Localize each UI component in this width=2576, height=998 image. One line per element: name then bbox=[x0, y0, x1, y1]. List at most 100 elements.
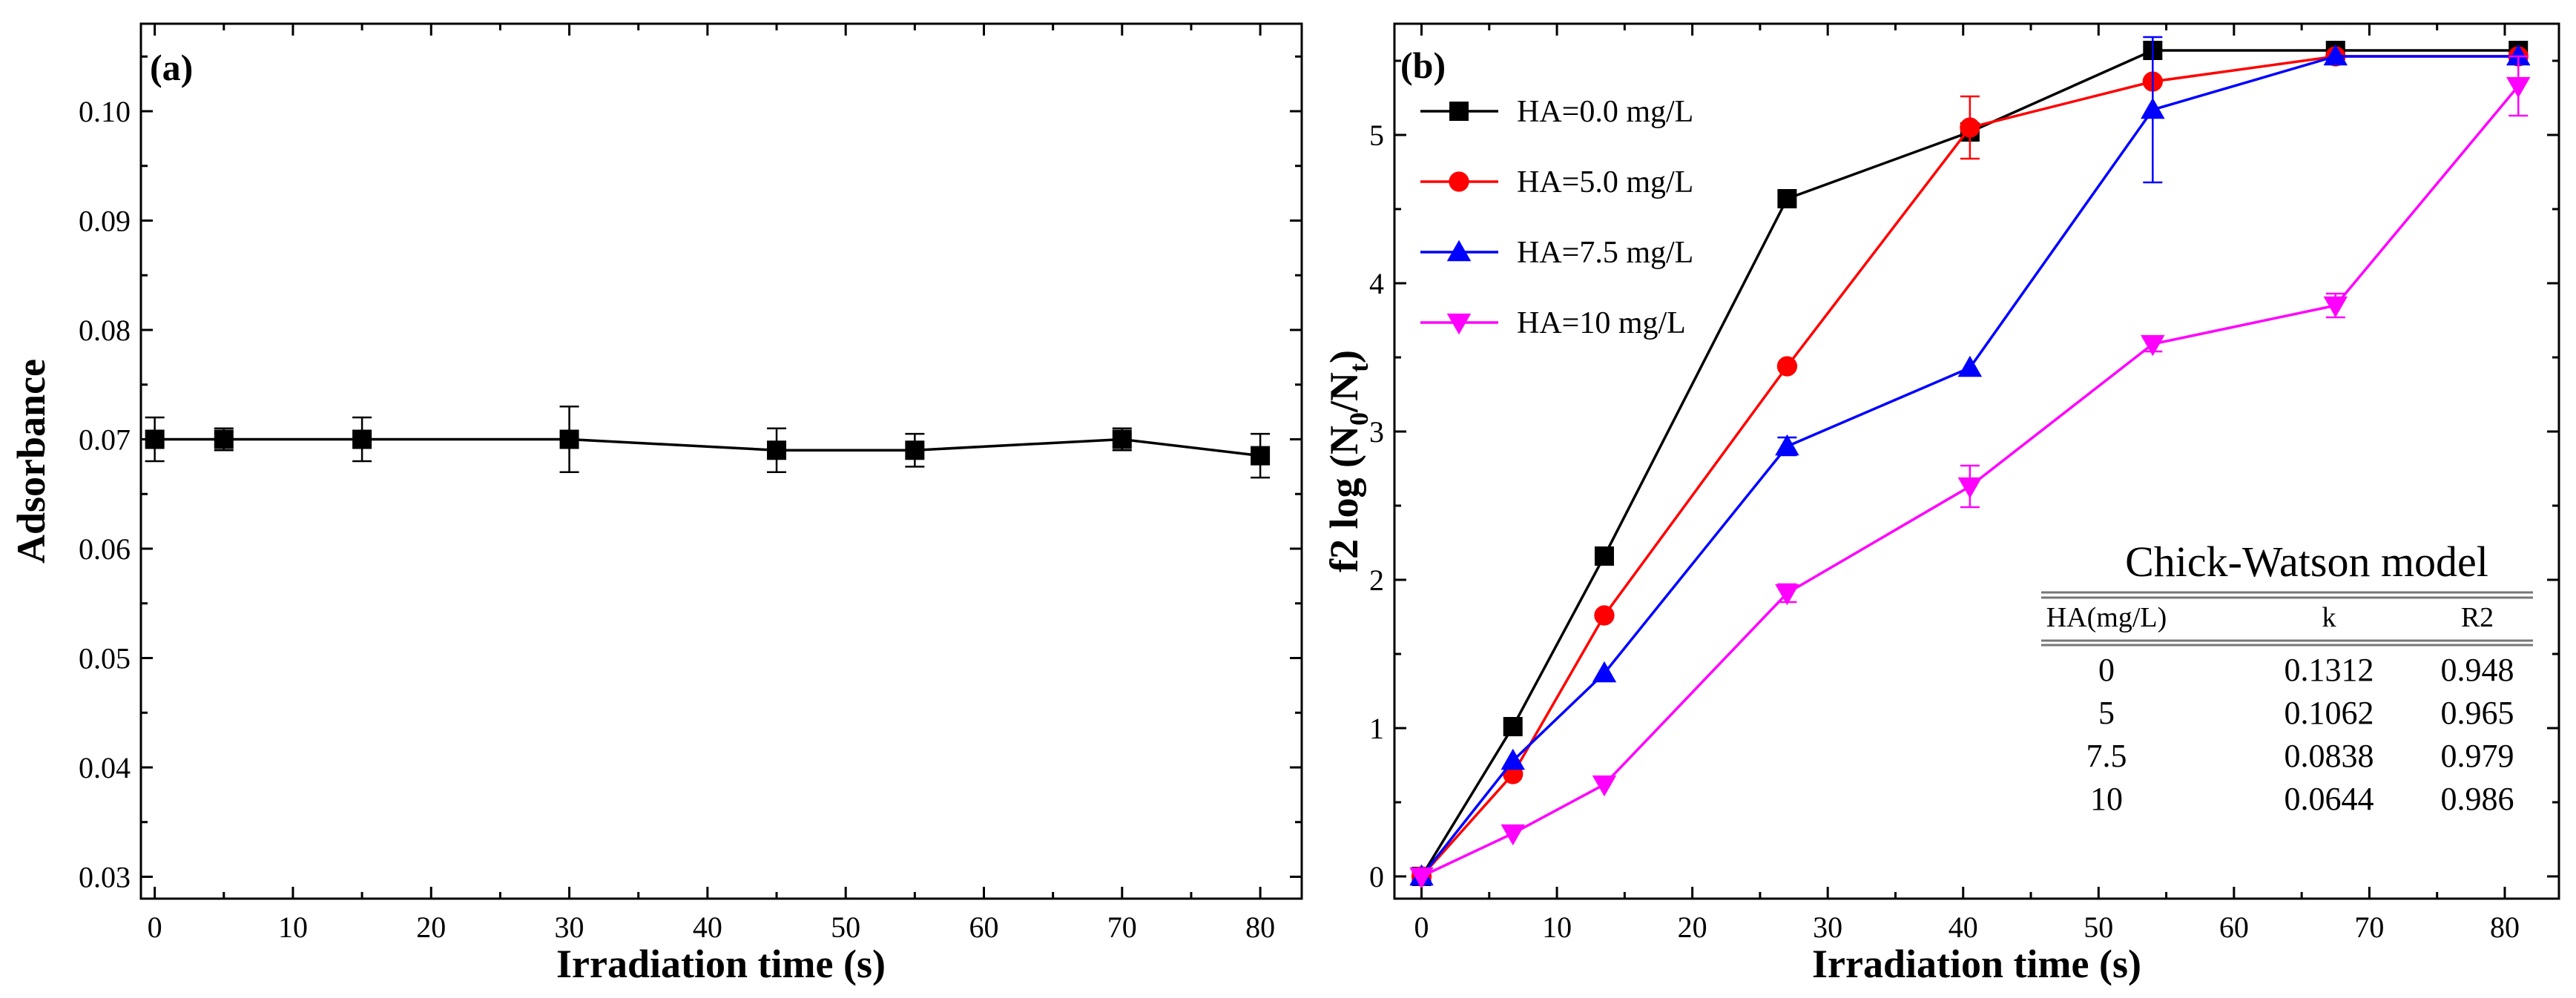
y-tick-label: 3 bbox=[1369, 415, 1384, 449]
table-cell: 0 bbox=[2098, 652, 2115, 688]
data-point bbox=[905, 440, 925, 460]
data-point bbox=[1776, 356, 1798, 377]
series-adsorbance bbox=[145, 406, 1271, 479]
legend-label: HA=7.5 mg/L bbox=[1517, 236, 1693, 270]
data-point bbox=[1957, 355, 1983, 377]
panel-a-label: (a) bbox=[150, 47, 193, 88]
data-point bbox=[1960, 117, 1980, 138]
legend-label: HA=10 mg/L bbox=[1517, 306, 1686, 340]
ylabel-sub-0: 0 bbox=[1344, 412, 1374, 426]
table-cell: 7.5 bbox=[2086, 738, 2127, 774]
data-point bbox=[1503, 717, 1523, 736]
panel-a-frame bbox=[139, 22, 1303, 900]
panel-a-y-axis-label: Adsorbance bbox=[9, 359, 53, 564]
legend-label: HA=0.0 mg/L bbox=[1517, 95, 1693, 129]
panel-b-y-axis-label: f2 log (N0/Nt) bbox=[1322, 350, 1374, 572]
y-tick-label: 0 bbox=[1369, 860, 1384, 893]
x-tick-label: 20 bbox=[416, 911, 446, 944]
table-title: Chick-Watson model bbox=[2125, 538, 2488, 586]
data-point bbox=[1592, 661, 1617, 683]
x-tick-label: 0 bbox=[148, 911, 162, 944]
data-point bbox=[2141, 334, 2165, 357]
x-tick-label: 40 bbox=[693, 911, 722, 944]
data-point bbox=[1957, 477, 1983, 499]
legend-marker bbox=[1446, 313, 1472, 335]
y-tick-label: 0.03 bbox=[79, 861, 131, 894]
y-tick-label: 0.06 bbox=[79, 532, 131, 566]
legend-item-ha-7-5-mg-l: HA=7.5 mg/L bbox=[1420, 236, 1693, 270]
x-tick-label: 70 bbox=[1107, 911, 1137, 944]
panel-a-series bbox=[145, 406, 1271, 479]
table-cell: 0.979 bbox=[2441, 738, 2514, 774]
legend-item-ha-5-0-mg-l: HA=5.0 mg/L bbox=[1420, 165, 1693, 199]
data-point bbox=[1775, 584, 1799, 606]
table-cell: 0.1312 bbox=[2285, 652, 2374, 688]
data-point bbox=[214, 429, 234, 449]
data-point bbox=[767, 440, 787, 460]
y-tick-label: 0.07 bbox=[79, 423, 131, 457]
series-line bbox=[154, 437, 1261, 457]
table-row: 0 0.1312 0.948 bbox=[2098, 652, 2514, 688]
x-tick-label: 20 bbox=[1678, 911, 1707, 944]
data-point bbox=[1594, 546, 1614, 566]
panel-b-frame bbox=[1393, 22, 2560, 900]
table-row: 7.5 0.0838 0.979 bbox=[2086, 738, 2514, 774]
data-point bbox=[2141, 97, 2165, 119]
panel-b-series bbox=[1409, 36, 2531, 889]
series-line bbox=[1420, 85, 2520, 878]
x-tick-label: 30 bbox=[555, 911, 584, 944]
legend-item-ha-0-0-mg-l: HA=0.0 mg/L bbox=[1420, 95, 1693, 129]
panel-a-y-ticks: 0.03 0.04 0.05 0.06 0.07 0.08 0.09 0.10 bbox=[79, 55, 1302, 894]
panel-b-x-axis-label: Irradiation time (s) bbox=[1812, 942, 2141, 986]
ylabel-sub-t: t bbox=[1344, 363, 1374, 372]
data-point bbox=[2323, 296, 2348, 318]
data-point bbox=[145, 429, 165, 449]
data-point bbox=[559, 429, 579, 449]
table-cell: 5 bbox=[2098, 695, 2115, 731]
table-row: 10 0.0644 0.986 bbox=[2090, 781, 2514, 817]
data-point bbox=[1501, 824, 1525, 846]
y-tick-label: 2 bbox=[1369, 564, 1384, 597]
table-header-k: k bbox=[2322, 602, 2336, 633]
chick-watson-table: Chick-Watson model HA(mg/L) k R2 0 0.1312… bbox=[2041, 538, 2533, 817]
legend-item-ha-10-mg-l: HA=10 mg/L bbox=[1420, 306, 1686, 340]
table-cell: 10 bbox=[2090, 781, 2123, 817]
panel-a-x-axis-label: Irradiation time (s) bbox=[556, 942, 886, 986]
table-cell: 0.0644 bbox=[2285, 781, 2374, 817]
ylabel-mid: /N bbox=[1322, 372, 1366, 413]
data-point bbox=[1592, 775, 1617, 797]
x-tick-label: 0 bbox=[1414, 911, 1429, 944]
legend-marker bbox=[1449, 102, 1469, 121]
x-tick-label: 40 bbox=[1949, 911, 1978, 944]
y-tick-label: 5 bbox=[1369, 119, 1384, 152]
panel-b-y-ticks: 0 1 2 3 4 5 bbox=[1369, 59, 2559, 893]
x-tick-label: 50 bbox=[831, 911, 860, 944]
y-tick-label: 1 bbox=[1369, 712, 1384, 745]
table-body: 0 0.1312 0.948 5 0.1062 0.965 7.5 0.0838 0.979 10… bbox=[2086, 652, 2514, 817]
legend-label: HA=5.0 mg/L bbox=[1517, 165, 1693, 199]
table-cell: 0.1062 bbox=[2285, 695, 2374, 731]
series-line bbox=[1420, 49, 2519, 877]
x-tick-label: 80 bbox=[1245, 911, 1275, 944]
table-cell: 0.965 bbox=[2441, 695, 2514, 731]
data-point bbox=[1112, 429, 1132, 449]
x-tick-label: 60 bbox=[969, 911, 998, 944]
panel-b-label: (b) bbox=[1400, 44, 1446, 86]
series-line bbox=[1420, 55, 2519, 878]
table-header-r2: R2 bbox=[2461, 602, 2494, 633]
x-tick-label: 70 bbox=[2354, 911, 2384, 944]
table-cell: 0.0838 bbox=[2285, 738, 2374, 774]
panel-b-x-ticks: 0 10 20 30 40 50 60 70 80 bbox=[1414, 24, 2520, 944]
table-cell: 0.986 bbox=[2441, 781, 2514, 817]
y-tick-label: 4 bbox=[1369, 267, 1384, 300]
panel-a: (a) 0 10 20 30 40 50 60 70 80 0.030.040.050.060.… bbox=[9, 22, 1303, 986]
ylabel-main: f2 log (N bbox=[1322, 426, 1366, 572]
data-point bbox=[2506, 44, 2531, 66]
y-tick-label: 0.04 bbox=[79, 751, 131, 784]
x-tick-label: 50 bbox=[2083, 911, 2113, 944]
data-point bbox=[1775, 434, 1799, 456]
x-tick-label: 60 bbox=[2219, 911, 2249, 944]
x-tick-label: 10 bbox=[278, 911, 308, 944]
legend-marker bbox=[1449, 171, 1469, 192]
